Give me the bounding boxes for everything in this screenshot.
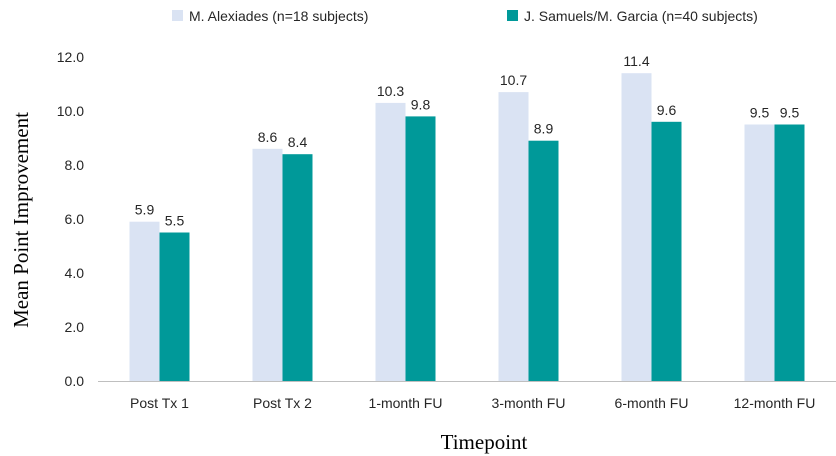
legend: M. Alexiades (n=18 subjects) J. Samuels/…: [172, 8, 758, 24]
data-label-post-tx-2-series-2: 8.4: [288, 134, 308, 150]
data-label-12-month-fu-series-2: 9.5: [780, 105, 800, 121]
data-label-post-tx-1-series-1: 5.9: [135, 202, 155, 218]
bar-12-month-fu-series-1: [744, 124, 775, 381]
bar-1-month-fu-series-2: [405, 116, 436, 382]
legend-label-m-alexiades: M. Alexiades (n=18 subjects): [189, 8, 368, 24]
bar-post-tx-1-series-2: [159, 232, 190, 381]
y-tick-label: 10.0: [57, 103, 84, 119]
x-axis-category-labels: Post Tx 1 Post Tx 2 1-month FU 3-month FU 6-…: [130, 395, 815, 411]
y-tick-label: 0.0: [65, 373, 85, 389]
legend-label-j-samuels-m-garcia: J. Samuels/M. Garcia (n=40 subjects): [524, 8, 758, 24]
data-label-post-tx-1-series-2: 5.5: [165, 213, 185, 229]
bar-3-month-fu-series-2: [528, 140, 559, 381]
bar-3-month-fu-series-1: [498, 92, 529, 381]
data-label-6-month-fu-series-2: 9.6: [657, 102, 677, 118]
data-labels: 5.9 5.5 8.6 8.4 10.3 9.8 10.7 8.9 11.4 9.6 9.5 9.5: [135, 53, 800, 228]
data-label-3-month-fu-series-1: 10.7: [500, 72, 527, 88]
y-axis-title: Mean Point Improvement: [9, 112, 33, 328]
bar-12-month-fu-series-2: [774, 124, 805, 381]
bar-6-month-fu-series-1: [621, 73, 652, 381]
y-tick-label: 4.0: [65, 265, 85, 281]
data-label-1-month-fu-series-2: 9.8: [411, 96, 431, 112]
bar-post-tx-1-series-1: [129, 221, 160, 381]
bar-post-tx-2-series-1: [252, 148, 283, 381]
data-label-post-tx-2-series-1: 8.6: [258, 129, 278, 145]
data-label-6-month-fu-series-1: 11.4: [623, 53, 649, 69]
x-axis-title: Timepoint: [441, 430, 528, 454]
x-category-label-post-tx-1: Post Tx 1: [130, 395, 189, 411]
data-label-3-month-fu-series-2: 8.9: [534, 121, 554, 137]
bars: [129, 73, 805, 382]
data-label-12-month-fu-series-1: 9.5: [750, 105, 770, 121]
x-category-label-3-month-fu: 3-month FU: [492, 395, 566, 411]
bar-post-tx-2-series-2: [282, 154, 313, 381]
y-tick-label: 2.0: [65, 319, 85, 335]
y-tick-label: 8.0: [65, 157, 85, 173]
legend-swatch-m-alexiades: [172, 10, 183, 21]
y-tick-label: 6.0: [65, 211, 85, 227]
legend-swatch-j-samuels-m-garcia: [507, 10, 518, 21]
y-tick-label: 12.0: [57, 49, 84, 65]
x-category-label-12-month-fu: 12-month FU: [734, 395, 816, 411]
bar-6-month-fu-series-2: [651, 121, 682, 382]
y-axis-ticks: 0.0 2.0 4.0 6.0 8.0 10.0 12.0: [57, 49, 84, 389]
bar-1-month-fu-series-1: [375, 102, 406, 382]
x-category-label-1-month-fu: 1-month FU: [369, 395, 443, 411]
data-label-1-month-fu-series-1: 10.3: [377, 83, 404, 99]
x-category-label-6-month-fu: 6-month FU: [615, 395, 689, 411]
x-category-label-post-tx-2: Post Tx 2: [253, 395, 312, 411]
